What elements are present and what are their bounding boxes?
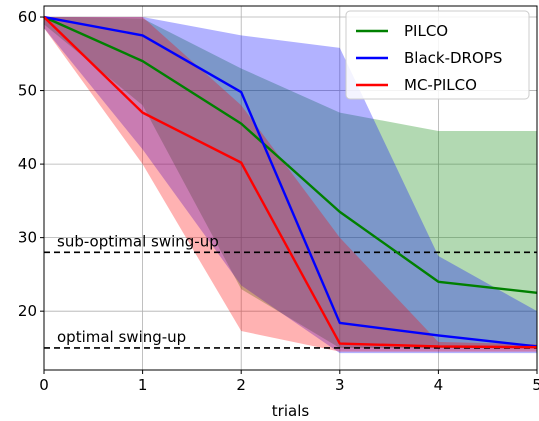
x-axis-label: trials	[272, 402, 310, 420]
series-lines	[43, 15, 538, 349]
y-tick-label: 20	[18, 302, 37, 320]
reference-lines: sub-optimal swing-up optimal swing-up	[44, 232, 537, 349]
series-line-mc-pilco	[43, 16, 538, 349]
x-tick-label: 4	[434, 376, 444, 394]
x-tick-label: 0	[39, 376, 49, 394]
plot-frame	[43, 5, 538, 371]
series-line-pilco	[43, 15, 538, 294]
legend-label: PILCO	[404, 22, 448, 40]
axis-ticks: 0 1 2 3 4 5 20 30 40 50 60	[18, 8, 539, 394]
band-mc-pilco	[44, 17, 537, 352]
y-tick-label: 40	[18, 155, 37, 173]
reference-line-label: optimal swing-up	[57, 328, 186, 346]
band-black-drops	[44, 17, 537, 354]
x-tick-label: 2	[236, 376, 246, 394]
y-tick-label: 30	[18, 229, 37, 247]
series-line-black-drops	[43, 15, 538, 348]
x-tick-label: 3	[335, 376, 345, 394]
y-tick-label: 60	[18, 8, 37, 26]
x-tick-label: 1	[138, 376, 148, 394]
reference-line-label: sub-optimal swing-up	[57, 232, 219, 250]
x-tick-label: 5	[532, 376, 539, 394]
legend-box	[345, 10, 530, 100]
legend-label: MC-PILCO	[404, 76, 477, 94]
y-tick-label: 50	[18, 82, 37, 100]
legend-label: Black-DROPS	[404, 49, 502, 67]
legend: PILCO Black-DROPS MC-PILCO	[345, 10, 530, 100]
